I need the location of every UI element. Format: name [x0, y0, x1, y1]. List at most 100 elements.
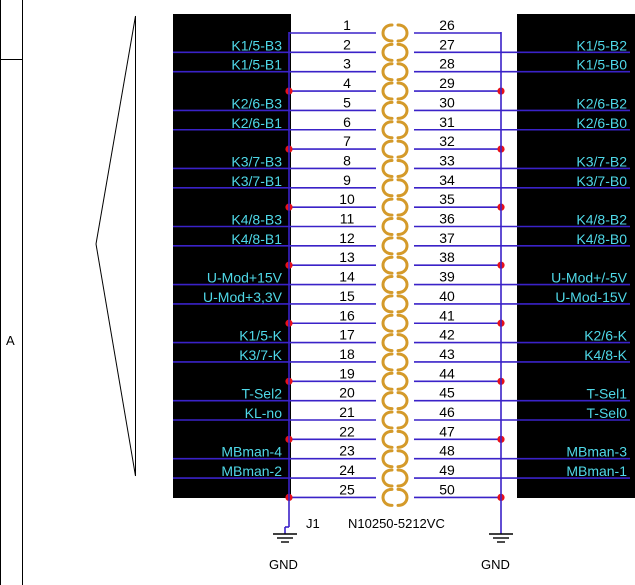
pin-number-left: 6 [343, 114, 351, 130]
connector-row: 3 28 [289, 56, 501, 82]
contact-coil-right [396, 468, 409, 488]
contact-coil-right [396, 178, 409, 198]
connector-row: 9 34 [289, 172, 501, 198]
pin-number-right: 29 [439, 75, 455, 91]
connector-row: 7 32 [285, 133, 505, 159]
pin-number-left: 12 [339, 230, 355, 246]
contact-coil-left [381, 391, 394, 411]
signal-left: K2/6-B3 [173, 95, 289, 111]
pin-number-right: 49 [439, 462, 455, 478]
pin-number-right: 46 [439, 404, 455, 420]
contact-coil-left [381, 429, 394, 449]
pin-number-left: 9 [343, 172, 351, 188]
signal-left: K1/5-B1 [173, 57, 289, 73]
connector-row: 15 40 [289, 288, 501, 314]
pin-number-right: 27 [439, 36, 455, 52]
connector-row: 20 45 [289, 385, 501, 411]
contact-coil-right [396, 333, 409, 353]
signal-left: K4/8-B1 [173, 231, 289, 247]
signal-label-right: K4/8-B2 [576, 212, 627, 228]
contact-coil-right [396, 275, 409, 295]
contact-coil-right [396, 371, 409, 391]
contact-coil-right [396, 410, 409, 430]
signal-left: K1/5-B3 [173, 37, 289, 53]
signal-label-right: MBman-3 [566, 444, 627, 460]
pin-number-left: 8 [343, 152, 351, 168]
pin-number-left: 2 [343, 36, 351, 52]
signal-right: K3/7-B0 [501, 173, 630, 189]
connector-row: 23 48 [289, 443, 501, 469]
contact-coil-left [381, 255, 394, 275]
connector-row: 25 50 [285, 481, 505, 507]
signal-right: MBman-1 [501, 463, 630, 479]
pin-number-right: 36 [439, 211, 455, 227]
contact-coil-left [381, 23, 394, 43]
signal-label-right: K2/6-B2 [576, 95, 627, 111]
signal-right: K2/6-B0 [501, 115, 630, 131]
pin-number-right: 43 [439, 346, 455, 362]
signal-left: K3/7-K [173, 347, 289, 363]
contact-coil-left [381, 81, 394, 101]
contact-coil-right [396, 62, 409, 82]
contact-coil-left [381, 352, 394, 372]
signal-left: MBman-2 [173, 463, 289, 479]
contact-coil-right [396, 120, 409, 140]
signal-label-left: KL-no [245, 405, 283, 421]
contact-coil-left [381, 275, 394, 295]
contact-coil-right [396, 217, 409, 236]
contact-coil-left [381, 449, 394, 469]
signal-label-left: K1/5-K [239, 328, 282, 344]
contact-coil-left [381, 139, 394, 159]
signal-right: K2/6-B2 [501, 95, 630, 111]
signal-label-left: K2/6-B3 [231, 95, 282, 111]
contact-coil-right [396, 255, 409, 275]
left-label-block [173, 14, 291, 498]
signal-right: K4/8-B0 [501, 231, 630, 247]
connector-row: 18 43 [289, 346, 501, 372]
pin-number-right: 39 [439, 269, 455, 285]
ground-symbol-left: GND [269, 496, 298, 572]
contact-coil-right [396, 100, 409, 120]
pin-number-right: 30 [439, 94, 455, 110]
connector-row: 21 46 [289, 404, 501, 430]
contact-coil-left [381, 333, 394, 353]
contact-coil-right [396, 81, 409, 101]
contact-coil-right [396, 429, 409, 449]
pin-number-left: 1 [343, 17, 351, 33]
signal-labels: K1/5-B3 K1/5-B1 K2/6-B3 K2/6-B1 K3/7-B3 K3/7-… [173, 37, 630, 479]
signal-label-left: K4/8-B1 [231, 231, 282, 247]
pin-number-left: 20 [339, 385, 355, 401]
pin-number-left: 3 [343, 56, 351, 72]
contact-coil-left [381, 487, 394, 507]
pin-number-right: 26 [439, 17, 455, 33]
pin-number-right: 28 [439, 56, 455, 72]
pin-number-left: 11 [340, 211, 355, 227]
signal-left: MBman-4 [173, 444, 289, 460]
contact-coil-left [381, 178, 394, 198]
signal-label-left: T-Sel2 [242, 386, 283, 402]
signal-right: U-Mod-15V [501, 289, 630, 305]
pin-number-right: 33 [439, 152, 455, 168]
contact-coil-right [396, 294, 409, 314]
signal-label-right: K4/8-B0 [576, 231, 627, 247]
signal-label-right: K2/6-B0 [576, 115, 627, 131]
connector-row: 16 41 [285, 307, 505, 333]
contact-coil-left [381, 42, 394, 62]
signal-label-left: MBman-2 [221, 463, 282, 479]
pin-number-right: 38 [439, 249, 455, 265]
signal-label-left: K2/6-B1 [231, 115, 282, 131]
signal-label-left: U-Mod+15V [207, 270, 283, 286]
connector-row: 4 29 [285, 75, 505, 101]
connector-row: 1 26 [289, 17, 501, 43]
contact-coil-left [381, 468, 394, 488]
connector-row: 24 49 [289, 462, 501, 488]
signal-left: U-Mod+3,3V [173, 289, 289, 305]
signal-left: K1/5-K [173, 328, 289, 344]
connector-row: 8 33 [289, 152, 501, 178]
pin-number-left: 23 [339, 443, 355, 459]
pin-number-left: 24 [339, 462, 355, 478]
contact-coil-right [396, 449, 409, 469]
drawing-frame: A [0, 0, 23, 585]
contact-coil-left [381, 410, 394, 430]
contact-coil-left [381, 371, 394, 391]
